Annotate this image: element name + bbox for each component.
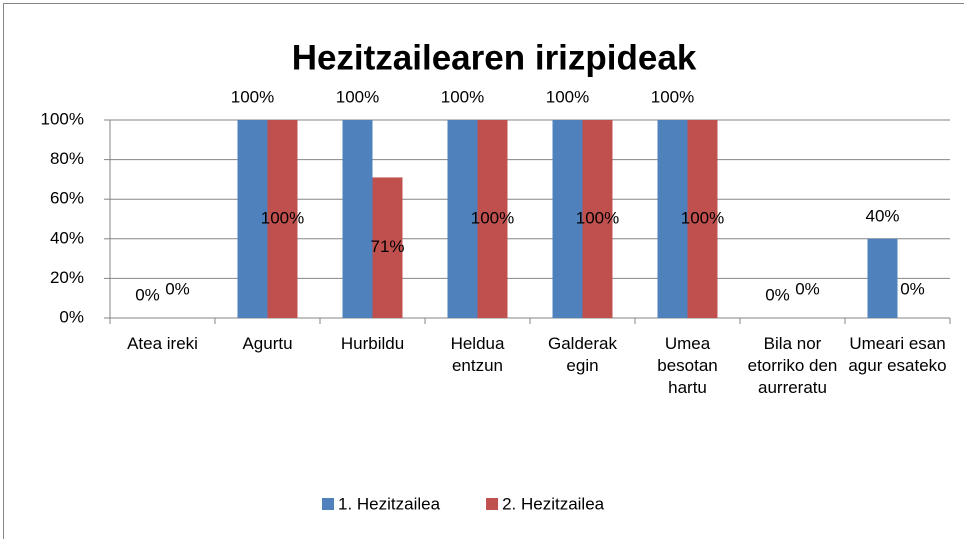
- data-label: 100%: [681, 208, 724, 227]
- x-tick-label: Heldua entzun: [450, 334, 505, 375]
- legend-swatch: [486, 498, 499, 510]
- bar: [657, 120, 688, 318]
- bar: [687, 120, 718, 318]
- data-label: 100%: [441, 87, 484, 106]
- data-label: 100%: [651, 87, 694, 106]
- bar: [582, 120, 613, 318]
- data-label: 100%: [261, 208, 304, 227]
- legend-label: 1. Hezitzailea: [338, 494, 441, 513]
- data-label: 100%: [231, 87, 274, 106]
- chart-title: Hezitzailearen irizpideak: [292, 38, 697, 77]
- bar: [552, 120, 583, 318]
- data-label: 0%: [795, 279, 820, 298]
- x-tick-label: Galderak egin: [548, 334, 617, 375]
- y-tick-label: 60%: [50, 189, 84, 208]
- data-label: 40%: [865, 206, 899, 225]
- bar: [372, 177, 403, 318]
- x-tick-label: Umea besotan hartu: [657, 334, 718, 397]
- x-tick-label: Hurbildu: [340, 334, 405, 353]
- y-tick-label: 100%: [41, 109, 84, 128]
- data-label: 100%: [471, 208, 514, 227]
- y-tick-label: 0%: [59, 307, 84, 326]
- bar: [867, 238, 898, 318]
- data-label: 100%: [546, 87, 589, 106]
- data-label: 71%: [370, 237, 404, 256]
- y-tick-label: 20%: [50, 268, 84, 287]
- y-tick-label: 80%: [50, 149, 84, 168]
- data-label: 0%: [765, 285, 790, 304]
- y-tick-label: 40%: [50, 228, 84, 247]
- data-label: 0%: [135, 285, 160, 304]
- data-label: 0%: [900, 279, 925, 298]
- data-label: 100%: [336, 87, 379, 106]
- legend-label: 2. Hezitzailea: [502, 494, 605, 513]
- bar: [477, 120, 508, 318]
- x-tick-label: Umeari esan agur esateko: [848, 334, 947, 375]
- x-tick-label: Atea ireki: [127, 334, 198, 353]
- bar: [267, 120, 298, 318]
- legend-swatch: [322, 498, 334, 510]
- bar: [342, 120, 373, 318]
- data-label: 100%: [576, 208, 619, 227]
- bar: [237, 120, 268, 318]
- data-label: 0%: [165, 279, 190, 298]
- bar: [447, 120, 478, 318]
- x-tick-label: Bila nor etorriko den aurreratu: [747, 334, 838, 397]
- x-tick-label: Agurtu: [242, 334, 293, 353]
